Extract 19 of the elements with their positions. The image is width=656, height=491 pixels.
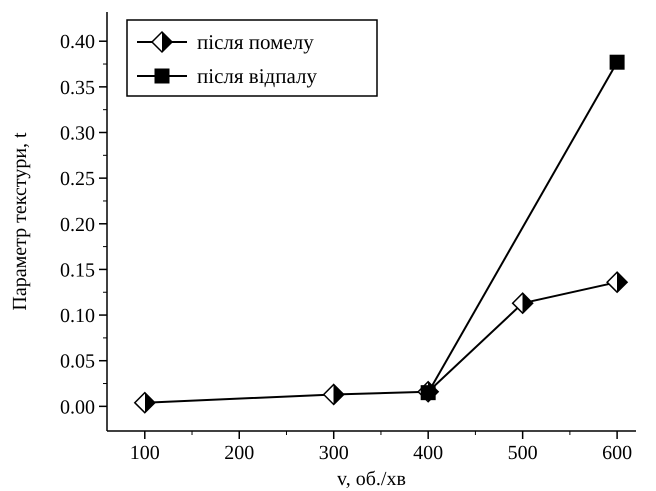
legend-label: після помелу [197,30,314,54]
x-tick-label: 300 [318,442,349,464]
y-tick-label: 0.00 [60,396,95,418]
x-tick-label: 500 [508,442,538,464]
x-axis-title: v, об./хв [337,468,406,490]
x-tick-label: 100 [130,442,160,464]
y-tick-label: 0.20 [60,214,95,236]
y-tick-label: 0.15 [60,259,95,282]
legend-label: після відпалу [197,64,318,88]
x-tick-label: 200 [224,442,254,464]
y-tick-label: 0.10 [60,305,95,328]
y-axis-title: Параметр текстури, t [9,132,31,311]
y-tick-label: 0.40 [60,31,95,54]
x-tick-label: 400 [413,442,444,464]
y-tick-label: 0.30 [60,122,95,144]
y-tick-label: 0.35 [60,76,95,99]
y-tick-label: 0.05 [60,350,95,373]
x-tick-label: 600 [602,442,632,464]
y-tick-label: 0.25 [60,168,95,190]
